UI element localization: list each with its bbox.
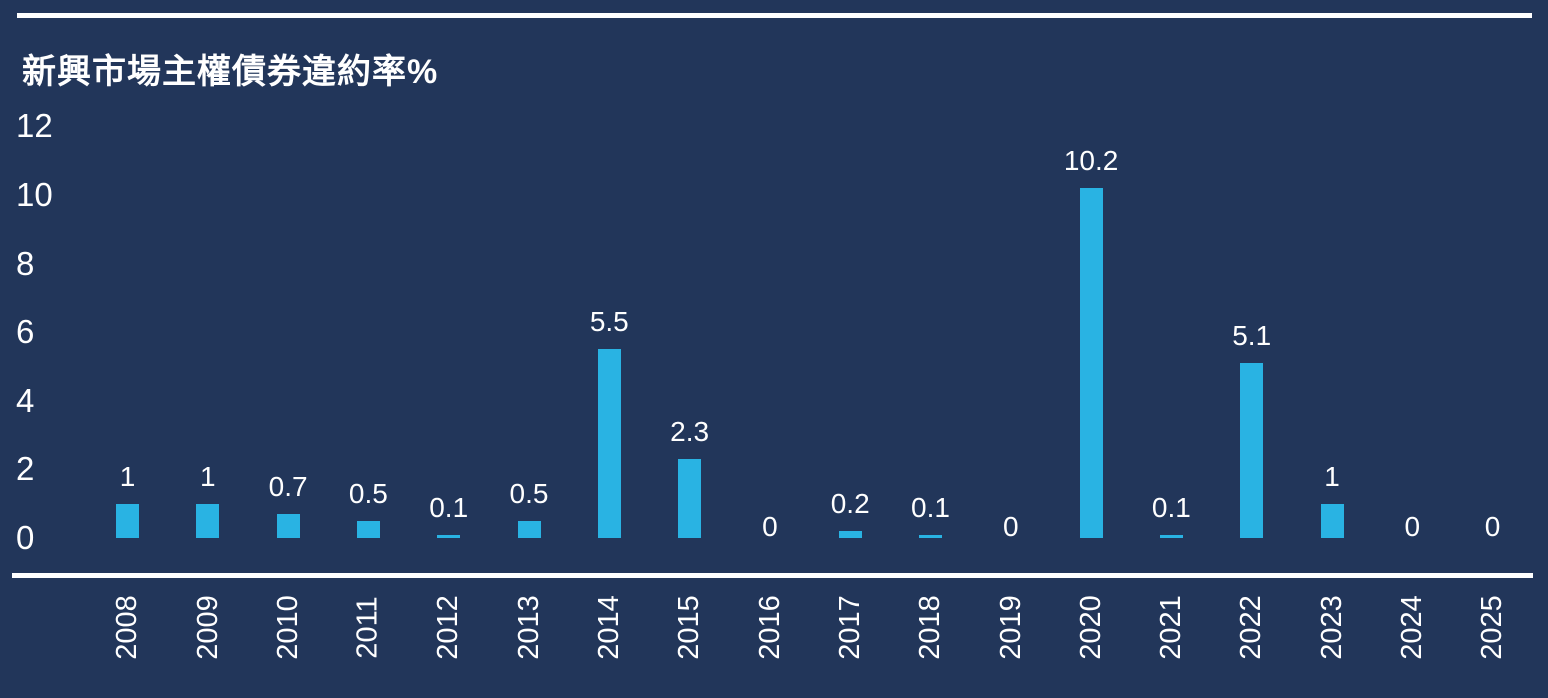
x-tick-text: 2013 [512,594,545,660]
bar-value-label-2016: 0 [762,511,778,542]
x-tick-text: 2015 [673,594,706,660]
x-tick-text: 2009 [191,594,224,660]
x-tick-text: 2019 [994,594,1027,660]
bar-2008 [116,503,139,538]
x-tick-label-2015: 2015 [673,584,706,670]
bar-2013 [517,520,541,538]
x-tick-text: 2020 [1074,594,1107,660]
bar-value-label-2021: 0.1 [1151,491,1191,523]
bar-2018 [919,534,942,538]
bar-value-label-2008: 1 [119,460,136,492]
x-tick-label-2020: 2020 [1074,584,1107,670]
x-tick-text: 2016 [753,594,786,660]
x-tick-text: 2014 [592,594,625,660]
x-tick-label-2022: 2022 [1235,584,1268,670]
y-tick-label: 4 [16,381,35,419]
x-tick-label-2025: 2025 [1476,584,1509,670]
x-tick-text: 2024 [1395,594,1428,660]
x-tick-label-2010: 2010 [271,584,304,670]
x-tick-text: 2011 [351,595,384,659]
bar-value-label-2013: 0.5 [509,477,549,509]
x-tick-label-2016: 2016 [753,584,786,670]
x-tick-text: 2021 [1154,594,1187,660]
bar-2009 [196,503,220,538]
bar-2017 [838,531,862,538]
bar-2020 [1079,188,1103,538]
bar-value-label-2024: 0 [1404,511,1421,542]
bar-2014 [597,349,621,538]
x-tick-text: 2018 [914,594,947,660]
x-tick-text: 2017 [833,594,866,660]
x-tick-label-2014: 2014 [592,584,625,670]
bar-2012 [437,534,461,538]
bar-2021 [1159,534,1183,538]
x-tick-label-2011: 2011 [351,584,384,670]
bar-value-label-2009: 1 [200,460,216,492]
x-tick-label-2017: 2017 [833,584,866,670]
y-tick-label: 0 [16,519,35,556]
bar-value-label-2023: 1 [1324,460,1340,492]
chart-title: 新興市場主權債券違約率% [22,53,439,91]
bar-2011 [356,520,380,538]
x-tick-text: 2023 [1315,594,1348,660]
y-tick-label: 10 [16,176,53,213]
x-tick-label-2008: 2008 [111,584,144,670]
x-tick-text: 2012 [432,594,465,660]
x-tick-label-2018: 2018 [914,584,947,670]
y-tick-label: 6 [16,313,35,351]
y-tick-label: 8 [16,244,35,282]
x-tick-label-2019: 2019 [994,584,1027,670]
bar-2023 [1320,503,1344,538]
top-rule [17,13,1532,18]
bar-2010 [276,513,300,538]
x-tick-text: 2025 [1476,594,1509,660]
bar-2015 [678,459,702,538]
bar-value-label-2022: 5.1 [1232,320,1272,352]
x-tick-label-2013: 2013 [512,584,545,670]
bar-value-label-2010: 0.7 [268,470,308,502]
bar-value-label-2019: 0 [1003,511,1019,542]
x-tick-label-2009: 2009 [191,584,224,670]
y-tick-label: 12 [16,107,53,145]
x-tick-text: 2008 [111,594,144,660]
x-tick-text: 2022 [1235,594,1268,660]
bar-value-label-2025: 0 [1484,511,1501,542]
bar-value-label-2012: 0.1 [429,491,469,523]
x-tick-label-2024: 2024 [1395,584,1428,670]
bar-value-label-2020: 10.2 [1063,145,1119,177]
y-tick-label: 2 [16,450,35,488]
bar-value-label-2017: 0.2 [830,488,870,520]
bar-value-label-2014: 5.5 [589,306,629,338]
x-tick-label-2023: 2023 [1315,584,1348,670]
x-tick-text: 2010 [271,594,304,660]
x-tick-label-2021: 2021 [1154,584,1187,670]
bar-value-label-2011: 0.5 [348,477,388,509]
x-tick-label-2012: 2012 [432,584,465,670]
bar-value-label-2015: 2.3 [670,416,710,448]
bar-value-label-2018: 0.1 [911,491,950,523]
x-axis-line [12,573,1533,578]
bar-2022 [1240,363,1264,538]
